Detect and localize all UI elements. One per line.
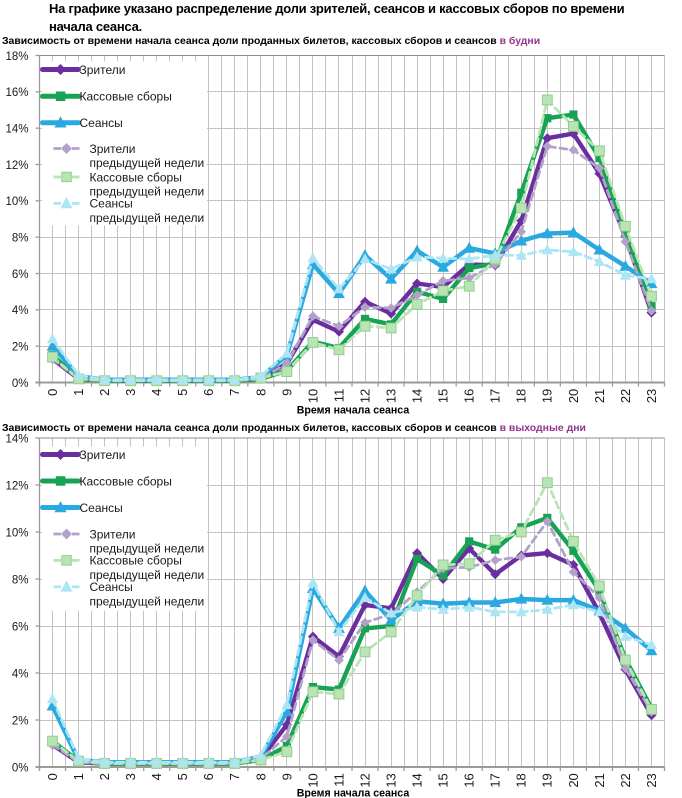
svg-text:13: 13 [384,773,399,787]
svg-text:22: 22 [618,389,633,403]
svg-text:9: 9 [279,389,294,396]
svg-text:предыдущей недели: предыдущей недели [90,594,205,608]
svg-text:Кассовые сборы: Кассовые сборы [90,554,182,568]
svg-text:3: 3 [123,773,138,780]
svg-text:21: 21 [592,389,607,403]
svg-text:5: 5 [175,773,190,780]
svg-text:Зрители: Зрители [80,448,126,462]
svg-text:19: 19 [540,773,555,787]
svg-text:Сеансы: Сеансы [80,501,123,515]
svg-text:2: 2 [97,773,112,780]
svg-text:Сеансы: Сеансы [90,197,133,211]
svg-text:12: 12 [357,389,372,403]
svg-text:11: 11 [331,773,346,787]
svg-text:17: 17 [488,773,503,787]
svg-text:8%: 8% [12,233,29,245]
svg-text:Зрители: Зрители [90,527,136,541]
svg-text:8%: 8% [12,574,29,586]
svg-text:Сеансы: Сеансы [90,580,133,594]
svg-text:2%: 2% [12,342,29,354]
svg-text:Кассовые сборы: Кассовые сборы [80,90,172,104]
svg-text:23: 23 [644,773,659,787]
svg-text:6%: 6% [12,269,29,281]
svg-text:На графике указано распределен: На графике указано распределение доли зр… [49,1,625,16]
svg-text:12: 12 [357,773,372,787]
svg-text:Кассовые сборы: Кассовые сборы [90,170,182,184]
svg-text:предыдущей недели: предыдущей недели [90,568,205,582]
svg-text:1: 1 [71,389,86,396]
svg-text:3: 3 [123,389,138,396]
svg-text:Время начала сеанса: Время начала сеанса [297,405,410,417]
svg-text:16%: 16% [5,87,28,99]
svg-text:15: 15 [436,389,451,403]
svg-text:7: 7 [227,389,242,396]
svg-text:4: 4 [149,773,164,780]
svg-text:Зависимость от времени начала: Зависимость от времени начала сеанса дол… [2,35,540,47]
svg-text:0%: 0% [12,762,29,774]
svg-text:12%: 12% [5,160,28,172]
svg-text:18%: 18% [5,51,28,63]
svg-text:18: 18 [514,773,529,787]
svg-text:6%: 6% [12,621,29,633]
svg-text:1: 1 [71,773,86,780]
svg-text:16: 16 [462,773,477,787]
svg-text:Зрители: Зрители [90,142,136,156]
svg-text:начала сеанса.: начала сеанса. [49,19,142,34]
svg-text:20: 20 [566,389,581,403]
svg-text:4%: 4% [12,668,29,680]
svg-text:6: 6 [201,389,216,396]
svg-text:10%: 10% [5,196,28,208]
svg-text:10%: 10% [5,527,28,539]
svg-text:2%: 2% [12,715,29,727]
svg-text:8: 8 [253,773,268,780]
svg-text:0: 0 [45,773,60,780]
svg-text:4: 4 [149,389,164,396]
svg-text:19: 19 [540,389,555,403]
svg-text:22: 22 [618,773,633,787]
svg-text:10: 10 [305,389,320,403]
svg-text:8: 8 [253,389,268,396]
svg-text:Зависимость от времени начала: Зависимость от времени начала сеанса дол… [2,422,586,434]
svg-text:предыдущей недели: предыдущей недели [90,185,205,199]
svg-text:предыдущей недели: предыдущей недели [90,211,205,225]
svg-text:15: 15 [436,773,451,787]
svg-text:7: 7 [227,773,242,780]
svg-text:0: 0 [45,389,60,396]
svg-text:14: 14 [410,773,425,787]
svg-text:13: 13 [384,389,399,403]
svg-text:20: 20 [566,773,581,787]
svg-text:18: 18 [514,389,529,403]
svg-text:9: 9 [279,773,294,780]
svg-text:2: 2 [97,389,112,396]
svg-text:16: 16 [462,389,477,403]
svg-text:6: 6 [201,773,216,780]
svg-text:5: 5 [175,389,190,396]
svg-text:11: 11 [331,389,346,403]
svg-text:0%: 0% [12,378,29,390]
svg-text:14%: 14% [5,124,28,136]
svg-text:4%: 4% [12,305,29,317]
svg-text:12%: 12% [5,480,28,492]
svg-text:21: 21 [592,773,607,787]
svg-text:Время начала сеанса: Время начала сеанса [297,788,410,798]
svg-text:предыдущей недели: предыдущей недели [90,542,205,556]
svg-text:Сеансы: Сеансы [80,116,123,130]
svg-text:14%: 14% [5,433,28,445]
svg-text:23: 23 [644,389,659,403]
svg-text:Кассовые сборы: Кассовые сборы [80,474,172,488]
svg-text:Зрители: Зрители [80,63,126,77]
svg-text:14: 14 [410,389,425,403]
svg-text:предыдущей недели: предыдущей недели [90,156,205,170]
svg-text:17: 17 [488,389,503,403]
svg-text:10: 10 [305,773,320,787]
